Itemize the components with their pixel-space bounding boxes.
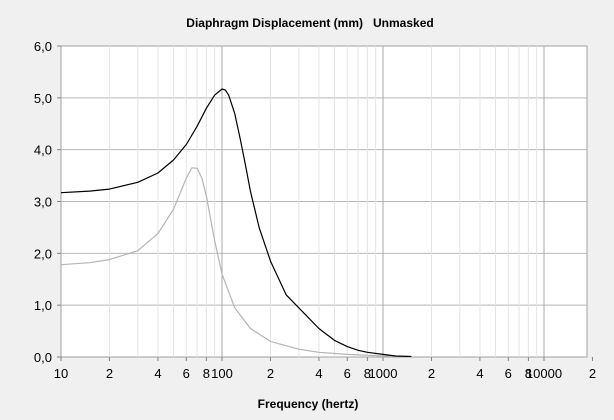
x-tick-label: 2 (267, 366, 274, 381)
x-tick-label: 10 (54, 366, 68, 381)
x-tick-label: 4 (315, 366, 322, 381)
y-tick-label: 6,0 (34, 39, 52, 54)
y-axis-ticks: 0,0 1,0 2,0 3,0 4,0 5,0 6,0 (34, 39, 61, 365)
x-tick-label: 2 (428, 366, 435, 381)
x-tick-label: 1000 (369, 366, 398, 381)
x-tick-label: 2 (106, 366, 113, 381)
y-tick-label: 5,0 (34, 91, 52, 106)
y-tick-label: 1,0 (34, 298, 52, 313)
series-line-1 (60, 167, 412, 358)
x-tick-label: 4 (476, 366, 483, 381)
grid-lines (61, 46, 587, 357)
series-line-0 (60, 88, 412, 358)
x-tick-label: 2 (589, 366, 596, 381)
x-tick-label: 8 (364, 366, 371, 381)
x-tick-label: 6 (183, 366, 190, 381)
x-tick-label: 6 (505, 366, 512, 381)
x-tick-label: 8 (203, 366, 210, 381)
x-tick-label: 8 (525, 366, 532, 381)
y-tick-label: 4,0 (34, 143, 52, 158)
y-tick-label: 0,0 (34, 350, 52, 365)
y-tick-label: 3,0 (34, 195, 52, 210)
x-tick-label: 100 (211, 366, 233, 381)
x-tick-label: 10000 (526, 366, 562, 381)
series-layer (60, 88, 412, 358)
chart-title: Diaphragm Displacement (mm) Unmasked (186, 16, 433, 30)
x-tick-label: 6 (344, 366, 351, 381)
y-tick-label: 2,0 (34, 246, 52, 261)
x-tick-label: 4 (154, 366, 161, 381)
x-axis-label: Frequency (hertz) (258, 397, 359, 411)
